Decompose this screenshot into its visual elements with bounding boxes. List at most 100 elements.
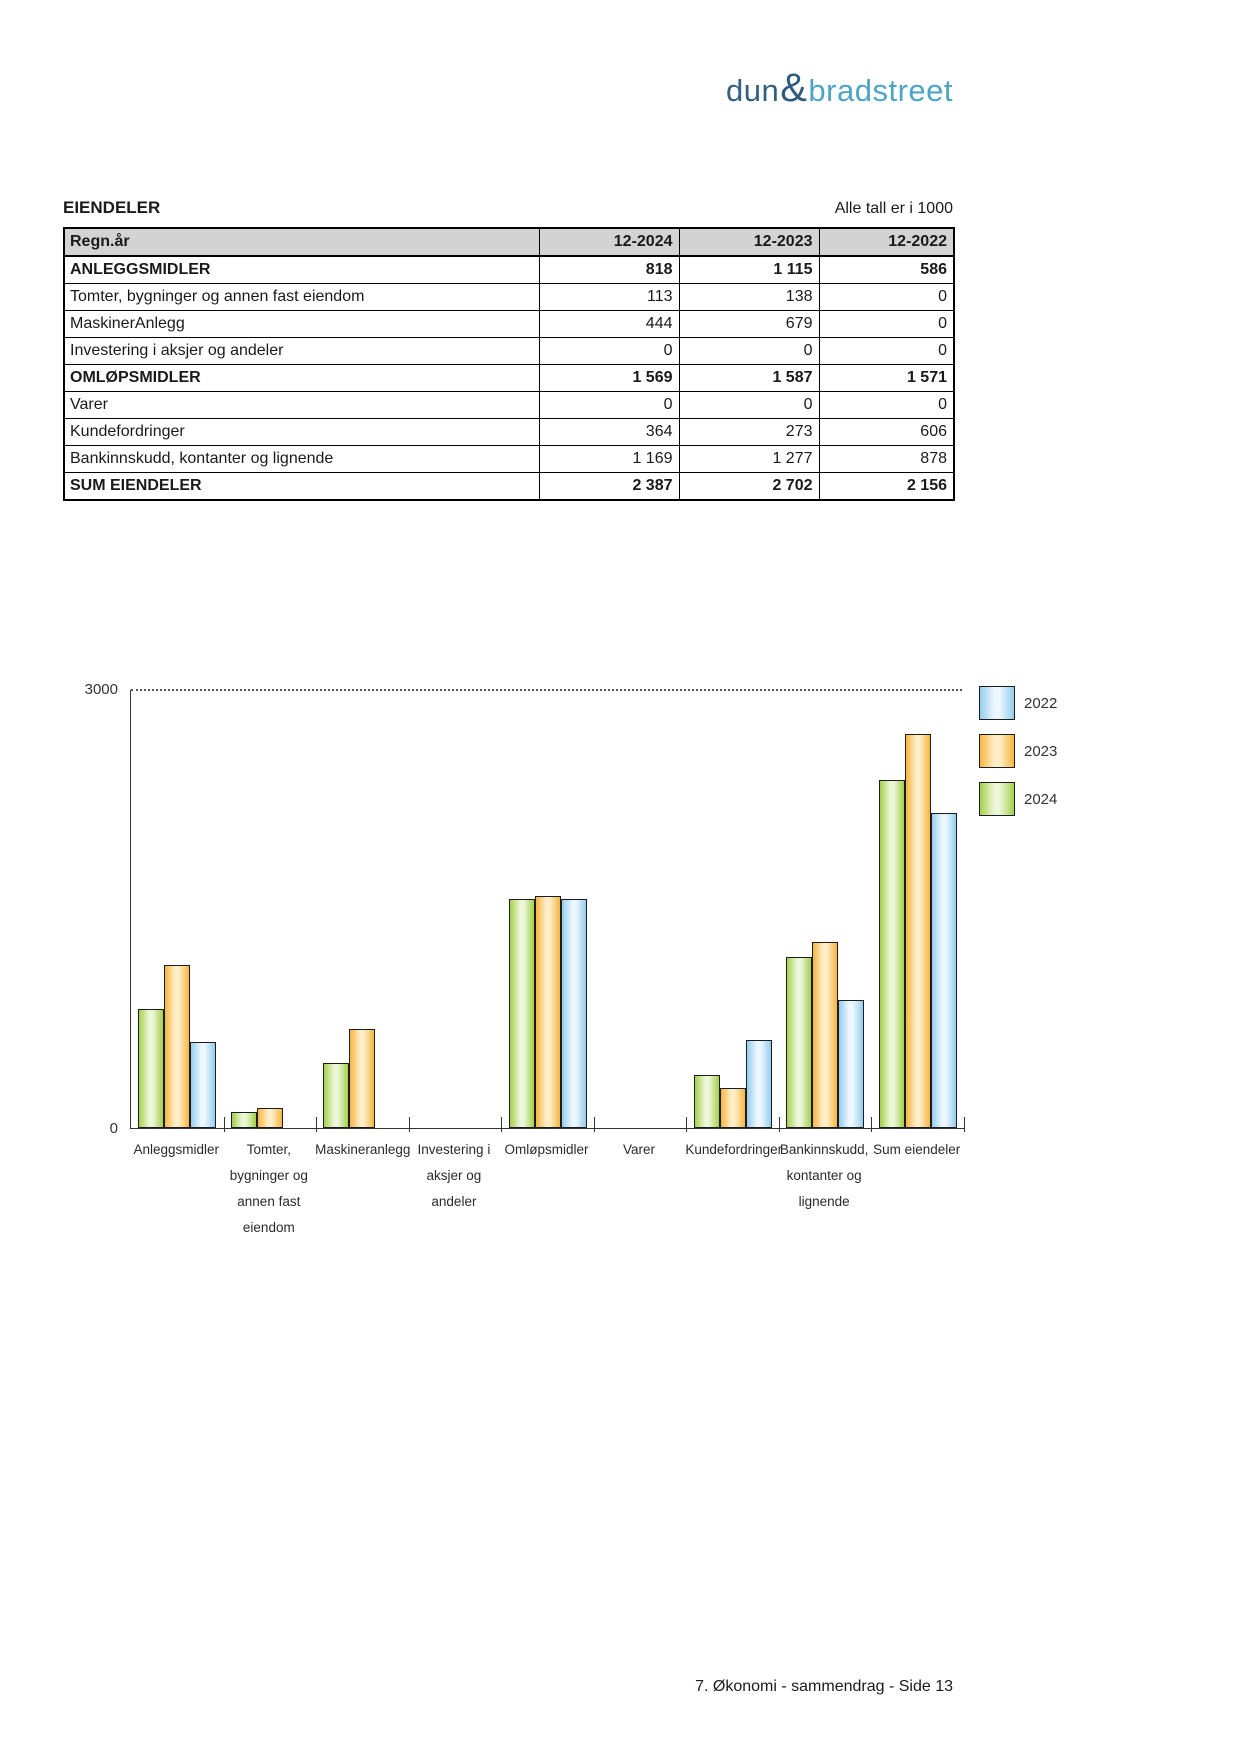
chart-plot-area [130, 689, 965, 1132]
row-value-cell: 878 [818, 445, 955, 473]
x-axis-label: Investering i aksjer og andeler [408, 1137, 501, 1215]
table-row: MaskinerAnlegg 444 679 0 [63, 310, 955, 338]
row-value-cell: 0 [538, 337, 680, 365]
x-axis-label: Tomter, bygninger og annen fast eiendom [223, 1137, 316, 1241]
bar-2024-1 [138, 1008, 165, 1128]
row-label-cell: SUM EIENDELER [63, 472, 540, 501]
row-value-cell: 1 569 [538, 364, 680, 392]
bar-2024-2 [230, 1111, 257, 1128]
bar-2023-8 [812, 941, 839, 1128]
x-axis-label-line: bygninger og [229, 1168, 308, 1183]
table-row: SUM EIENDELER 2 387 2 702 2 156 [63, 472, 955, 501]
x-axis-label-line: andeler [431, 1194, 477, 1209]
row-value-cell: 1 587 [678, 364, 820, 392]
logo-text-dun: dun [726, 72, 780, 108]
x-axis-label: Kundefordringer [685, 1137, 783, 1163]
table-row: Investering i aksjer og andeler 0 0 0 [63, 337, 955, 365]
row-value-cell: 0 [678, 337, 820, 365]
row-value-cell: 1 169 [538, 445, 680, 473]
row-value-cell: 606 [818, 418, 955, 446]
bar-2022-7 [745, 1039, 772, 1128]
x-axis-tick [501, 1117, 503, 1132]
header-cell-year: 12-2023 [678, 227, 820, 257]
row-value-cell: 364 [538, 418, 680, 446]
section-header: EIENDELER Alle tall er i 1000 [63, 198, 953, 218]
row-label-cell: Varer [63, 391, 540, 419]
bar-2023-3 [349, 1028, 376, 1128]
row-value-cell: 273 [678, 418, 820, 446]
legend-item-2023: 2023 [979, 734, 1057, 768]
row-label-cell: Tomter, bygninger og annen fast eiendom [63, 283, 540, 311]
table-row: Bankinnskudd, kontanter og lignende 1 169… [63, 445, 955, 473]
x-axis-label-line: Sum eiendeler [873, 1142, 961, 1157]
x-axis-label: Bankinnskudd, kontanter og lignende [778, 1137, 871, 1215]
row-value-cell: 1 115 [678, 255, 820, 284]
table-header-row: Regn.år 12-2024 12-2023 12-2022 [63, 227, 955, 257]
row-value-cell: 0 [818, 337, 955, 365]
x-axis-label-line: Bankinnskudd, [779, 1142, 869, 1157]
table-row: Tomter, bygninger og annen fast eiendom 1… [63, 283, 955, 311]
bar-2022-1 [190, 1042, 217, 1128]
x-axis-label: Omløpsmidler [500, 1137, 593, 1163]
x-axis-label-line: aksjer og [426, 1168, 482, 1183]
row-value-cell: 444 [538, 310, 680, 338]
legend-label: 2024 [1024, 790, 1058, 808]
bar-2024-8 [786, 957, 813, 1128]
section-title: EIENDELER [63, 198, 161, 217]
row-value-cell: 0 [538, 391, 680, 419]
assets-bar-chart: 3000 0 Anleggsmidler Tomter, bygninger og a… [83, 670, 1163, 1235]
row-label-cell: Kundefordringer [63, 418, 540, 446]
bar-2022-8 [838, 999, 865, 1128]
x-axis-tick [593, 1117, 595, 1132]
x-axis-tick [871, 1117, 873, 1132]
x-axis-label-line: Kundefordringer [685, 1142, 783, 1157]
bar-2024-9 [878, 779, 905, 1128]
row-value-cell: 1 277 [678, 445, 820, 473]
header-cell-label: Regn.år [63, 227, 540, 257]
x-axis-label-line: Investering i [417, 1142, 491, 1157]
table-row: Varer 0 0 0 [63, 391, 955, 419]
bar-2024-3 [323, 1063, 350, 1128]
ampersand-icon: & [780, 66, 808, 110]
row-value-cell: 138 [678, 283, 820, 311]
x-axis-label-line: Omløpsmidler [504, 1142, 589, 1157]
x-axis-label-line: kontanter og [786, 1168, 862, 1183]
table-row: ANLEGGSMIDLER 818 1 115 586 [63, 255, 955, 284]
x-axis-label-line: Maskineranlegg [315, 1142, 411, 1157]
row-value-cell: 2 387 [538, 472, 680, 501]
x-axis-tick [316, 1117, 318, 1132]
bar-2023-2 [256, 1107, 283, 1128]
x-axis-label-line: eiendom [242, 1220, 295, 1235]
row-label-cell: Investering i aksjer og andeler [63, 337, 540, 365]
x-axis-label-line: Varer [623, 1142, 656, 1157]
row-value-cell: 113 [538, 283, 680, 311]
x-axis-tick [223, 1117, 225, 1132]
row-value-cell: 0 [818, 391, 955, 419]
legend-label: 2023 [1024, 742, 1058, 760]
header-cell-year: 12-2024 [538, 227, 680, 257]
financial-table-body: Regn.år 12-2024 12-2023 12-2022 ANLEGGSMIDLE… [63, 227, 955, 501]
x-axis-label: Varer [593, 1137, 686, 1163]
x-axis-label-line: Tomter, [246, 1142, 291, 1157]
bar-2023-1 [164, 965, 191, 1128]
table-row: OMLØPSMIDLER 1 569 1 587 1 571 [63, 364, 955, 392]
legend-item-2022: 2022 [979, 686, 1057, 720]
row-label-cell: MaskinerAnlegg [63, 310, 540, 338]
x-axis-tick [964, 1117, 965, 1132]
row-value-cell: 1 571 [818, 364, 955, 392]
x-axis-label-line: Anleggsmidler [133, 1142, 220, 1157]
logo-text-bradstreet: bradstreet [808, 72, 953, 108]
legend-label: 2022 [1024, 694, 1058, 712]
legend-swatch-2024 [979, 782, 1015, 816]
bar-2023-5 [534, 896, 561, 1128]
bar-2023-7 [719, 1088, 746, 1128]
row-label-cell: Bankinnskudd, kontanter og lignende [63, 445, 540, 473]
legend-item-2024: 2024 [979, 782, 1057, 816]
row-value-cell: 0 [678, 391, 820, 419]
x-axis-label: Maskineranlegg [315, 1137, 411, 1163]
y-axis-tick-0: 0 [109, 1120, 118, 1137]
x-axis-label-line: lignende [798, 1194, 850, 1209]
legend-swatch-2023 [979, 734, 1015, 768]
bar-2024-7 [693, 1074, 720, 1128]
